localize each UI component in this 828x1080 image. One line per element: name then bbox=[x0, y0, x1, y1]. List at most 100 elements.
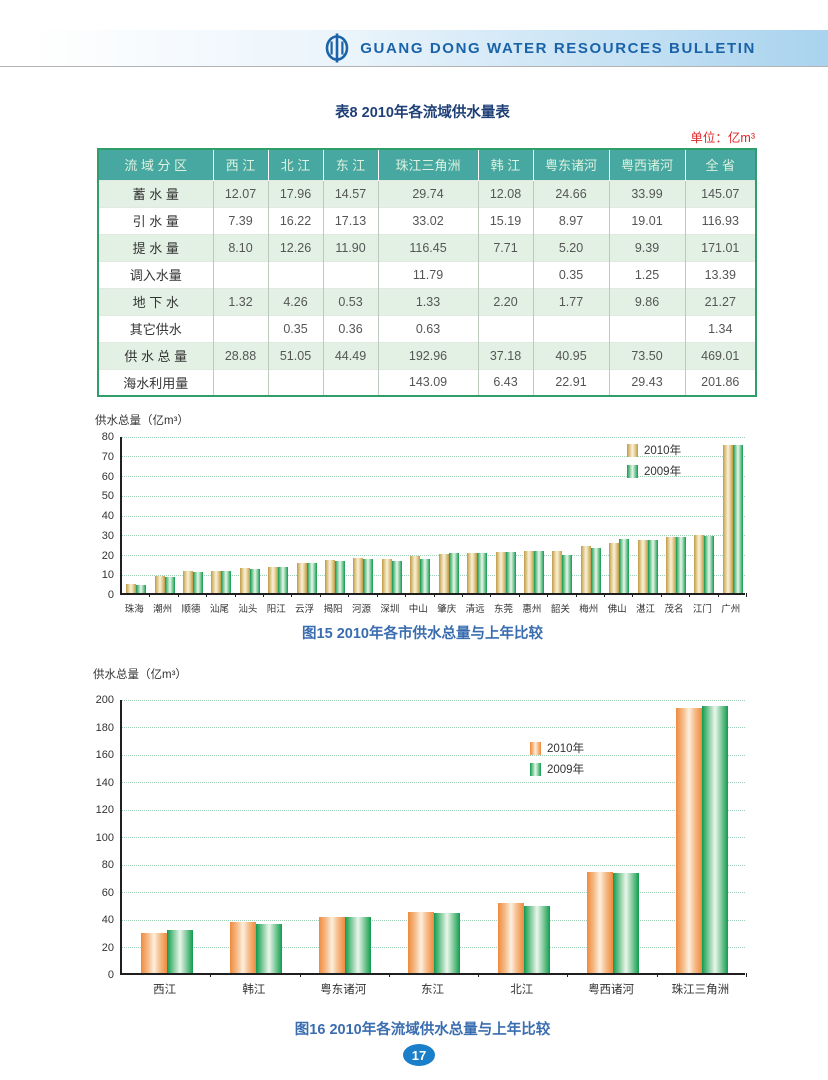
x-axis-tick bbox=[433, 593, 435, 597]
chart-cities-supply: 供水总量（亿m³） 2010年 2009年 0 10 20 30 40 50 60 70 80 珠海… bbox=[90, 405, 755, 617]
table-cell: 7.39 bbox=[212, 207, 268, 234]
x-axis-tick bbox=[149, 593, 151, 597]
x-axis-tick bbox=[660, 593, 662, 597]
y-axis-tick-label: 100 bbox=[95, 831, 114, 844]
row-label: 调入水量 bbox=[129, 268, 182, 283]
bar-2009年 bbox=[523, 905, 550, 973]
x-axis-tick bbox=[319, 593, 321, 597]
bar-2009年 bbox=[255, 923, 282, 973]
table-cell bbox=[322, 369, 378, 396]
bar-2009年 bbox=[166, 930, 193, 973]
bar-group bbox=[264, 435, 292, 593]
table-row: 调入水量 11.79 0.35 1.25 13.39 bbox=[98, 261, 756, 288]
bar-2010年 bbox=[694, 534, 705, 593]
x-axis-tick bbox=[547, 593, 549, 597]
x-axis-category-label: 汕头 bbox=[238, 604, 258, 615]
x-axis-tick bbox=[299, 973, 301, 977]
bar-2009年 bbox=[164, 577, 175, 593]
bar-2010年 bbox=[211, 570, 222, 593]
column-header: 西 江 bbox=[212, 149, 268, 180]
bar-2009年 bbox=[675, 537, 686, 593]
gridline bbox=[122, 574, 745, 576]
table-cell: 469.01 bbox=[684, 342, 756, 369]
table-cell: 9.39 bbox=[608, 234, 685, 261]
gridline bbox=[122, 436, 745, 438]
table-row: 海水利用量 143.09 6.43 22.91 29.43 201.86 bbox=[98, 369, 756, 396]
column-header: 珠江三角洲 bbox=[377, 149, 478, 180]
gridline bbox=[122, 837, 745, 838]
bar-group bbox=[211, 698, 300, 973]
bar-2010年 bbox=[722, 445, 733, 593]
bar-2010年 bbox=[154, 576, 165, 593]
chart-legend: 2010年 2009年 bbox=[627, 442, 681, 479]
y-axis-tick-label: 200 bbox=[95, 694, 114, 706]
bar-group bbox=[633, 435, 661, 593]
y-axis-tick-label: 40 bbox=[101, 914, 114, 926]
y-axis-tick-label: 180 bbox=[95, 721, 114, 734]
table-cell: 6.43 bbox=[477, 369, 533, 396]
y-axis-tick-label: 30 bbox=[101, 529, 114, 542]
table8-unit-note: 单位：亿m³ bbox=[690, 131, 755, 145]
row-label: 地 下 水 bbox=[132, 295, 179, 310]
bar-group bbox=[150, 435, 178, 593]
x-axis-category-label: 佛山 bbox=[607, 604, 627, 615]
row-label: 蓄 水 量 bbox=[132, 187, 179, 202]
bar-2010年 bbox=[319, 916, 346, 973]
bar-group bbox=[568, 698, 657, 973]
bar-2010年 bbox=[552, 550, 563, 593]
bar-2010年 bbox=[587, 871, 614, 973]
bar-group bbox=[463, 435, 491, 593]
gridline bbox=[122, 555, 745, 556]
bar-2010年 bbox=[126, 583, 137, 593]
table-cell: 9.86 bbox=[608, 288, 685, 315]
bar-2009年 bbox=[335, 561, 346, 593]
table-row: 引 水 量 7.39 16.22 17.13 33.02 15.19 8.97 19.01 11… bbox=[98, 207, 756, 234]
table-cell: 8.97 bbox=[532, 207, 609, 234]
bar-group bbox=[479, 698, 568, 973]
table-cell: 12.26 bbox=[267, 234, 323, 261]
bar-2009年 bbox=[702, 706, 729, 973]
figure16-caption: 图16 2010年各流域供水总量与上年比较 bbox=[294, 1022, 551, 1038]
bar-2009年 bbox=[434, 913, 461, 973]
bulletin-logo-icon bbox=[325, 33, 349, 63]
table-cell: 21.27 bbox=[684, 288, 756, 315]
gridline bbox=[122, 892, 745, 893]
legend-label: 2010年 bbox=[547, 743, 585, 755]
bar-2010年 bbox=[580, 546, 591, 593]
table-cell bbox=[532, 315, 609, 342]
y-axis-tick-label: 80 bbox=[101, 431, 114, 443]
column-header: 粤西诸河 bbox=[608, 149, 685, 180]
bar-group bbox=[406, 435, 434, 593]
x-axis-category-label: 北江 bbox=[510, 984, 534, 996]
page-number-badge: 17 bbox=[403, 1044, 435, 1066]
table-cell: 13.39 bbox=[684, 261, 756, 288]
x-axis-category-label: 西江 bbox=[153, 984, 177, 996]
legend-swatch-2010年 bbox=[530, 741, 541, 755]
bar-group bbox=[662, 435, 690, 593]
table-cell bbox=[212, 369, 268, 396]
bar-2010年 bbox=[438, 553, 449, 593]
bar-group bbox=[548, 435, 576, 593]
bar-2010年 bbox=[637, 540, 648, 593]
x-axis-category-label: 深圳 bbox=[380, 604, 400, 615]
x-axis-tick bbox=[746, 593, 747, 597]
table-cell bbox=[477, 315, 533, 342]
table-cell: 17.13 bbox=[322, 207, 378, 234]
bar-2010年 bbox=[410, 556, 421, 593]
legend-item: 2009年 bbox=[530, 761, 584, 777]
column-header: 流 域 分 区 bbox=[98, 149, 213, 180]
gridline bbox=[122, 782, 745, 783]
y-axis-tick-label: 60 bbox=[101, 886, 114, 899]
bar-2010年 bbox=[665, 537, 676, 593]
table-cell: 37.18 bbox=[477, 342, 533, 369]
x-axis-category-label: 茂名 bbox=[664, 604, 684, 615]
table-cell: 16.22 bbox=[267, 207, 323, 234]
x-axis-category-label: 广州 bbox=[721, 604, 741, 615]
x-axis-tick bbox=[603, 593, 605, 597]
bar-2009年 bbox=[193, 572, 204, 593]
x-axis-category-label: 粤西诸河 bbox=[588, 984, 635, 996]
table-cell: 0.53 bbox=[322, 288, 378, 315]
x-axis-category-label: 河源 bbox=[351, 604, 371, 615]
table-cell: 14.57 bbox=[322, 180, 378, 207]
